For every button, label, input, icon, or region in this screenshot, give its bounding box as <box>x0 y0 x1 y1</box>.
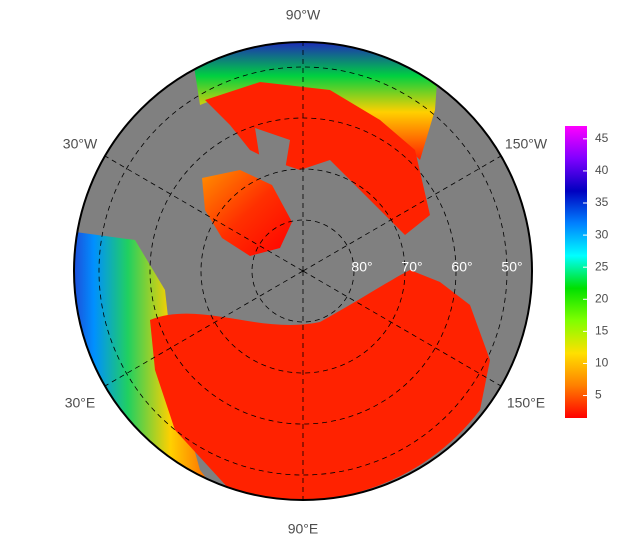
colorbar-tick-label: 45 <box>595 131 609 145</box>
colorbar-tick-label: 10 <box>595 356 609 370</box>
colorbar-tick-label: 15 <box>595 324 609 338</box>
map-border <box>73 41 533 501</box>
longitude-label: 150°E <box>507 395 545 411</box>
colorbar-tick-label: 20 <box>595 291 609 305</box>
latitude-label: 70° <box>401 259 422 275</box>
north-america-fringe <box>190 42 440 160</box>
latitude-label: 80° <box>351 259 372 275</box>
eurasia <box>150 270 490 500</box>
latitude-label: 50° <box>501 259 522 275</box>
colorbar-tick-label: 30 <box>595 227 609 241</box>
colorbar-tick-label: 25 <box>595 259 609 273</box>
north-america <box>205 82 430 235</box>
longitude-label: 90°E <box>288 521 319 537</box>
longitude-label: 30°E <box>65 395 96 411</box>
longitude-label: 30°W <box>63 136 98 152</box>
greenland <box>202 170 292 256</box>
colorbar-tick-label: 35 <box>595 195 609 209</box>
longitude-label: 90°W <box>286 7 321 23</box>
latitude-label: 60° <box>451 259 472 275</box>
colorbar: 5 10 15 20 25 30 35 40 45 <box>565 126 609 418</box>
colorbar-tick-label: 5 <box>595 388 602 402</box>
map-disc <box>73 41 533 501</box>
graticule <box>98 42 508 500</box>
colorbar-fill <box>565 126 587 418</box>
hudson-bay <box>255 128 290 170</box>
colorbar-tick-label: 40 <box>595 163 609 177</box>
longitude-label: 150°W <box>505 136 548 152</box>
